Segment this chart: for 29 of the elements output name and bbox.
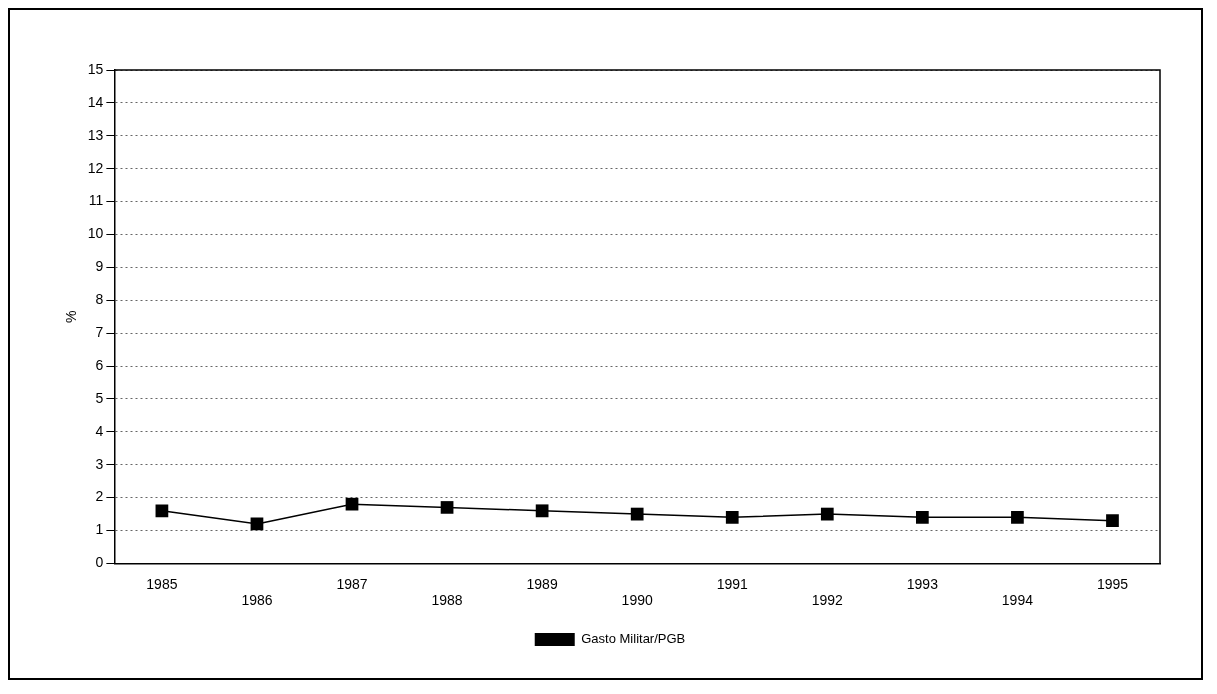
y-tick-label: 5 [95, 389, 104, 406]
y-tick-label: 8 [95, 291, 104, 308]
y-tick-label: 3 [95, 455, 104, 472]
y-tick-label: 1 [95, 521, 104, 538]
x-tick-label: 1995 [1096, 575, 1129, 592]
y-axis-title: % [63, 310, 80, 323]
x-tick-label: 1988 [431, 592, 463, 609]
x-tick-label: 1986 [241, 592, 273, 609]
x-tick-label: 1985 [146, 575, 178, 592]
x-tick-label: 1994 [1001, 592, 1034, 609]
y-tick-label: 4 [95, 422, 104, 439]
y-tick-label: 12 [87, 159, 104, 176]
y-tick-label: 7 [95, 324, 104, 341]
y-tick-label: 9 [95, 258, 104, 275]
y-tick-label: 13 [87, 126, 104, 143]
x-tick-label: 1992 [811, 592, 844, 609]
y-tick-label: 10 [87, 225, 104, 242]
y-tick-label: 11 [88, 192, 104, 209]
y-tick-label: 2 [95, 488, 104, 505]
y-tick-label: 6 [95, 356, 104, 373]
x-tick-label: 1987 [336, 575, 368, 592]
x-tick-label: 1990 [621, 592, 653, 609]
y-tick-label: 0 [95, 554, 104, 571]
y-tick-label: 14 [87, 93, 104, 110]
legend-label: Gasto Militar/PGB [581, 631, 686, 647]
y-tick-label: 15 [87, 60, 104, 77]
x-tick-label: 1991 [716, 575, 749, 592]
x-tick-label: 1993 [906, 575, 939, 592]
x-tick-label: 1989 [526, 575, 558, 592]
